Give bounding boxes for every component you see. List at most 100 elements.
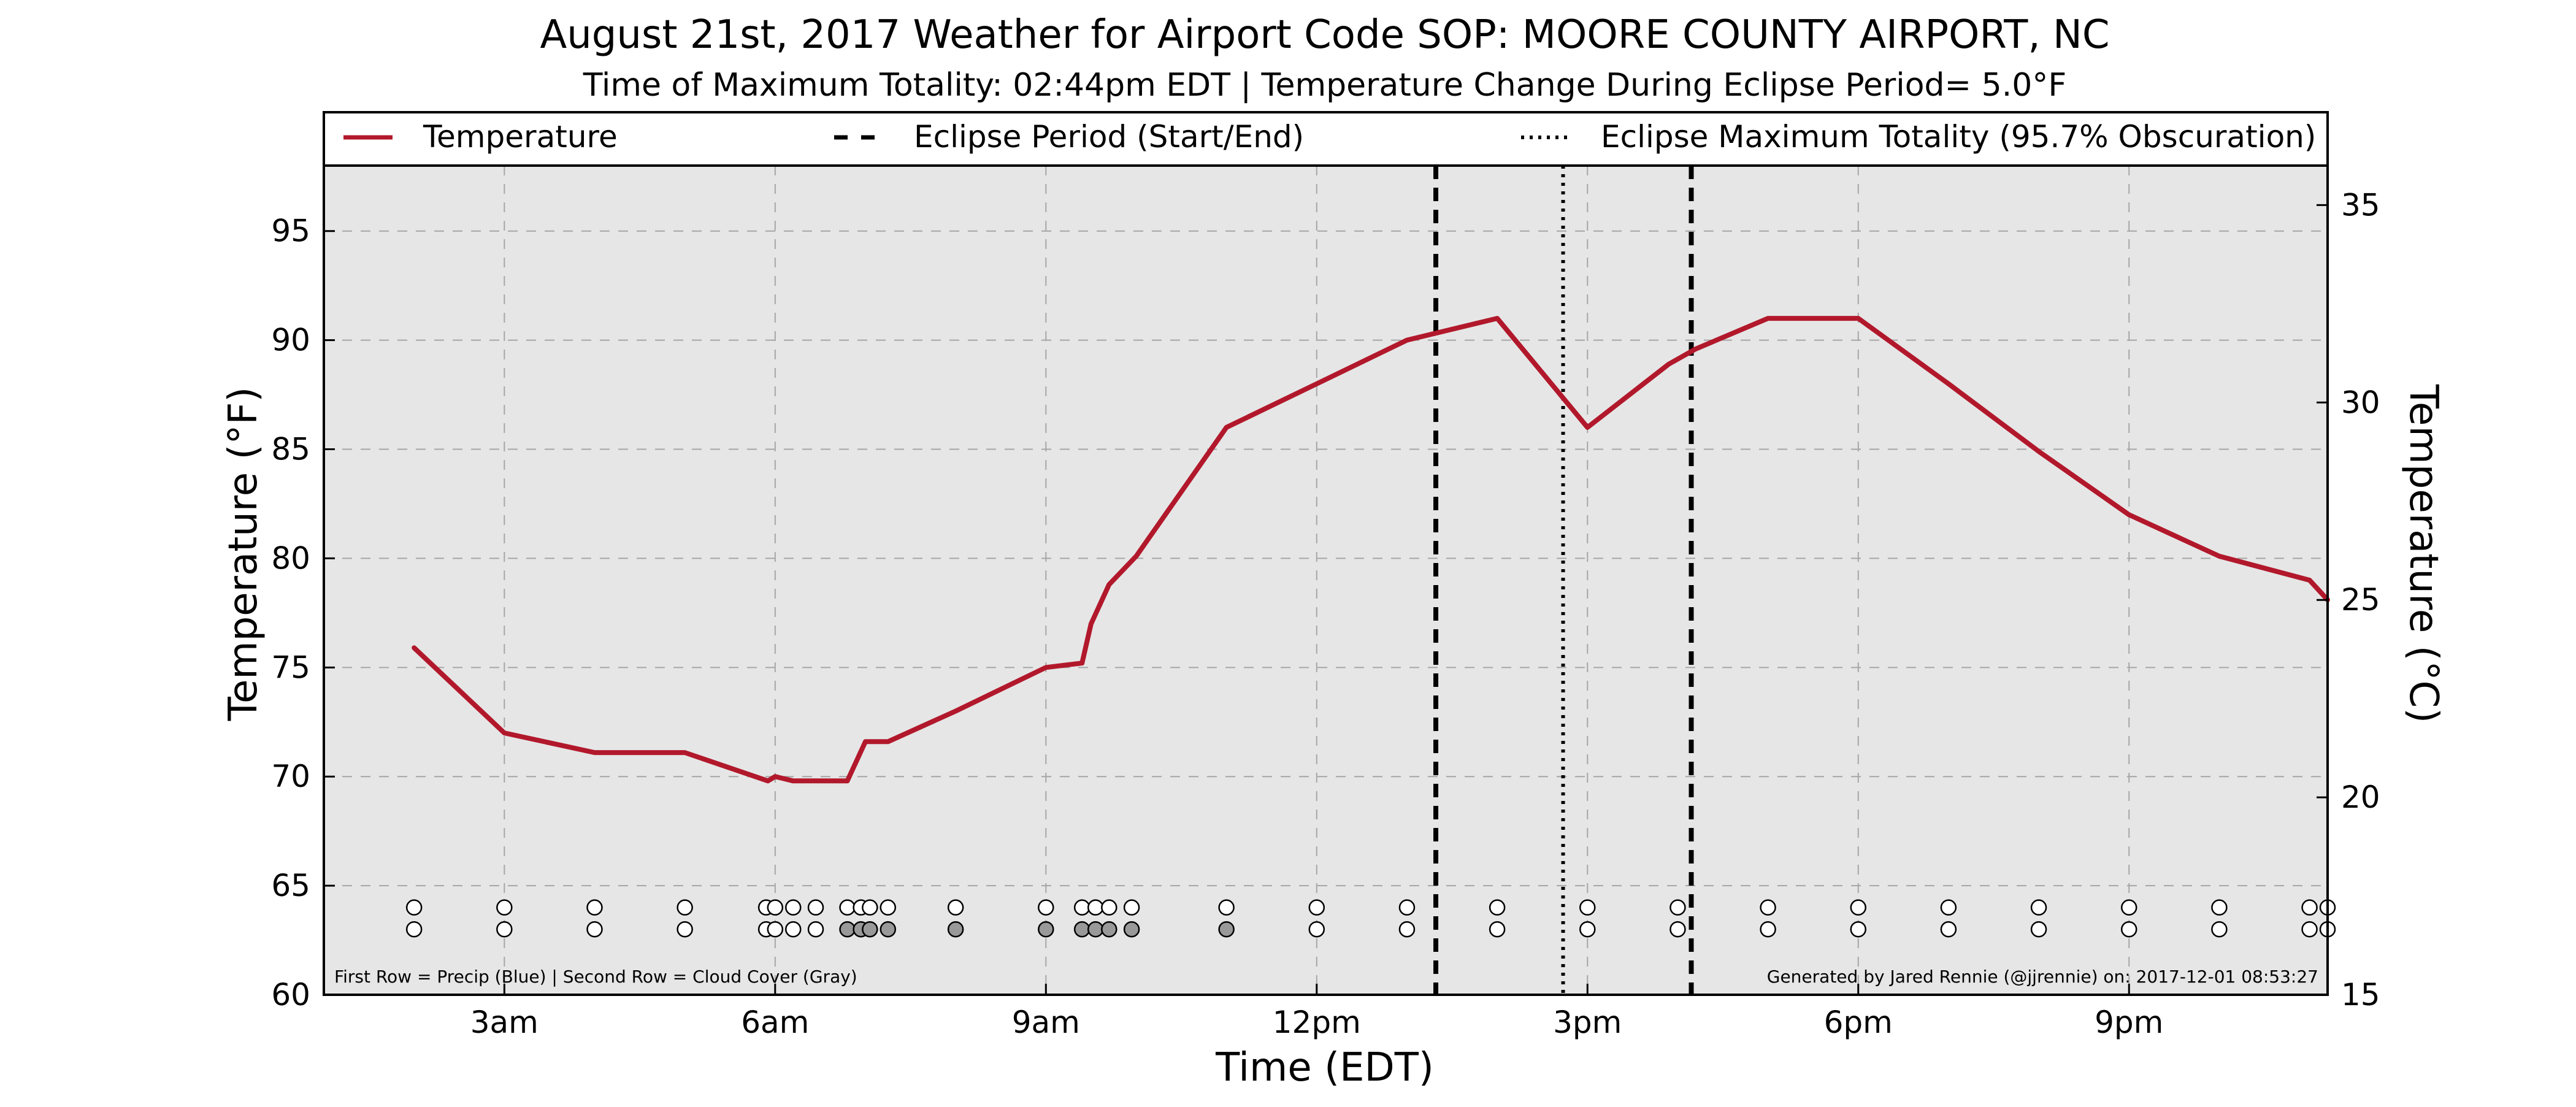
cloud-cover-marker xyxy=(1308,921,1325,938)
cloud-cover-marker xyxy=(1940,921,1957,938)
precip-marker xyxy=(1760,899,1776,916)
y-tick-label: 90 xyxy=(271,323,310,358)
y-tick-label: 95 xyxy=(271,213,310,249)
plot-frame xyxy=(323,111,2329,996)
cloud-cover-marker xyxy=(405,921,423,938)
chart-subtitle: Time of Maximum Totality: 02:44pm EDT | … xyxy=(583,67,2066,104)
temperature-point xyxy=(1497,318,1498,319)
precip-marker xyxy=(1087,899,1104,916)
gridlines xyxy=(324,166,2328,995)
precip-marker xyxy=(496,899,513,916)
y-right-tick-label: 15 xyxy=(2341,977,2380,1013)
temperature-series xyxy=(412,316,2330,784)
cloud-cover-marker xyxy=(1123,921,1140,938)
temperature-point xyxy=(1948,383,1949,385)
precip-marker xyxy=(784,899,802,916)
cloud-cover-marker xyxy=(839,921,856,938)
y-right-tick-label: 30 xyxy=(2341,385,2380,420)
x-tick-label: 6am xyxy=(741,1005,809,1040)
y-tick-label: 65 xyxy=(271,868,310,903)
y-axis-left: 60 65 70 75 80 85 90 95 xyxy=(271,213,335,1013)
cloud-cover-marker xyxy=(862,921,878,938)
precip-marker xyxy=(1669,899,1686,916)
precip-marker xyxy=(1073,899,1091,916)
precip-marker xyxy=(1398,899,1416,916)
legend-temperature-label: Temperature xyxy=(423,119,618,155)
precip-marker xyxy=(2211,899,2228,916)
precip-marker xyxy=(807,899,824,916)
y-axis-right: 15 20 25 30 35 xyxy=(2317,187,2380,1013)
x-axis: 3am 6am 9am 12pm 3pm 6pm 9pm xyxy=(470,984,2163,1040)
cloud-cover-marker xyxy=(1850,921,1867,938)
y-axis-label: Temperature (°F) xyxy=(221,387,266,722)
y-axis-label-right: Temperature (°C) xyxy=(2401,384,2446,723)
x-tick-label: 3pm xyxy=(1553,1005,1622,1040)
cloud-cover-marker xyxy=(1489,921,1506,938)
precip-marker xyxy=(839,899,856,916)
precip-marker xyxy=(1579,899,1596,916)
precip-marker xyxy=(1489,899,1506,916)
cloud-cover-marker xyxy=(1760,921,1776,938)
y-right-tick-label: 25 xyxy=(2341,582,2380,618)
precip-marker xyxy=(2120,899,2137,916)
precip-marker xyxy=(1850,899,1867,916)
cloud-cover-marker xyxy=(784,921,802,938)
precip-marker xyxy=(677,899,693,916)
cloud-cover-marker xyxy=(2211,921,2228,938)
precip-marker xyxy=(1308,899,1325,916)
legend-eclipse-max-label: Eclipse Maximum Totality (95.7% Obscurat… xyxy=(1601,119,2316,155)
cloud-cover-marker xyxy=(586,921,603,938)
footnote-right: Generated by Jared Rennie (@jjrennie) on… xyxy=(1767,967,2318,987)
cloud-cover-marker xyxy=(677,921,693,938)
cloud-cover-marker xyxy=(1398,921,1416,938)
precip-marker xyxy=(1101,899,1117,916)
chart-title: August 21st, 2017 Weather for Airport Co… xyxy=(540,12,2109,58)
temperature-point xyxy=(1081,662,1083,664)
precip-marker xyxy=(862,899,878,916)
precip-marker xyxy=(1940,899,1957,916)
cloud-cover-marker xyxy=(1038,921,1054,938)
cloud-cover-marker xyxy=(807,921,824,938)
temperature-point xyxy=(504,732,505,734)
x-tick-label: 3am xyxy=(470,1005,539,1040)
temperature-point xyxy=(2309,580,2310,581)
x-tick-label: 12pm xyxy=(1273,1005,1361,1040)
y-tick-label: 60 xyxy=(271,977,310,1013)
y-tick-label: 70 xyxy=(271,759,310,794)
temperature-point xyxy=(1108,584,1110,585)
precip-marker xyxy=(2301,899,2318,916)
cloud-cover-marker xyxy=(1669,921,1686,938)
temperature-point xyxy=(1316,383,1317,385)
cloud-cover-marker xyxy=(496,921,513,938)
y-right-tick-label: 35 xyxy=(2341,187,2380,223)
temperature-point xyxy=(1695,348,1696,350)
precip-marker xyxy=(1218,899,1235,916)
y-tick-label: 80 xyxy=(271,540,310,576)
legend-eclipse-period-label: Eclipse Period (Start/End) xyxy=(914,119,1304,155)
cloud-cover-marker xyxy=(1073,921,1091,938)
eclipse-lines xyxy=(1433,166,1694,995)
precip-marker xyxy=(880,899,897,916)
cloud-cover-marker xyxy=(947,921,964,938)
x-tick-label: 6pm xyxy=(1824,1005,1893,1040)
plot-area xyxy=(324,166,2328,995)
cloud-cover-marker xyxy=(1579,921,1596,938)
x-tick-label: 9am xyxy=(1012,1005,1080,1040)
precip-marker xyxy=(1038,899,1054,916)
cloud-cover-marker xyxy=(1101,921,1117,938)
cloud-cover-marker xyxy=(880,921,897,938)
cloud-cover-marker xyxy=(1087,921,1104,938)
legend: Temperature Eclipse Period (Start/End) E… xyxy=(323,111,2329,167)
precip-marker xyxy=(947,899,964,916)
x-tick-label: 9pm xyxy=(2095,1005,2163,1040)
precip-marker xyxy=(767,899,784,916)
precip-marker xyxy=(2030,899,2047,916)
cloud-cover-marker xyxy=(767,921,784,938)
y-tick-label: 85 xyxy=(271,432,310,467)
precip-marker xyxy=(586,899,603,916)
cloud-cover-marker xyxy=(2120,921,2137,938)
precip-marker xyxy=(405,899,423,916)
cloud-cover-marker xyxy=(2030,921,2047,938)
temperature-point xyxy=(887,741,889,742)
